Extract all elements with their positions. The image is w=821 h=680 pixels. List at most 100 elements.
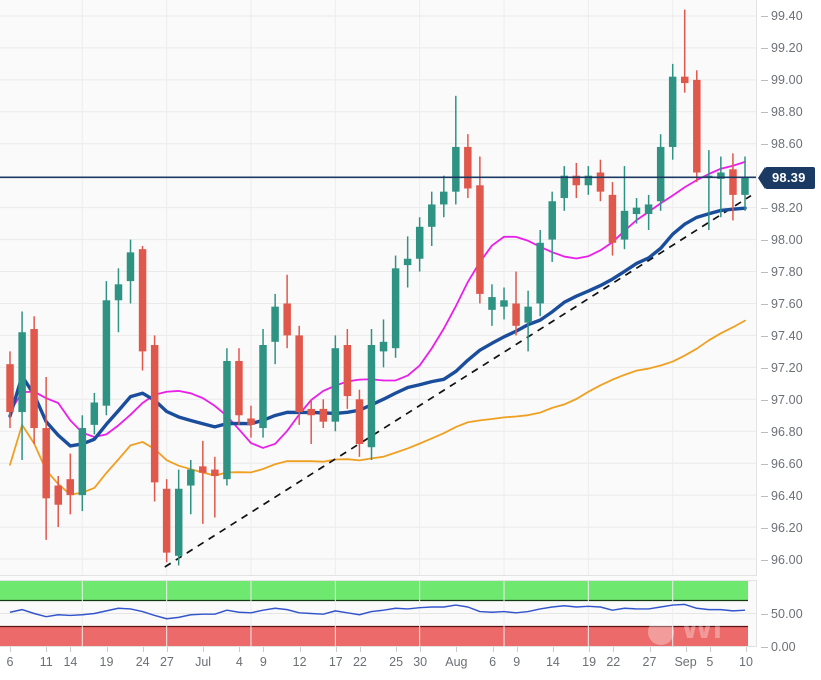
time-axis-tickmark — [263, 647, 265, 652]
price-chart-panel[interactable] — [0, 0, 757, 576]
price-axis-label: 97.00 — [771, 393, 803, 407]
price-axis-tickmark — [761, 16, 768, 17]
price-axis-tickmark — [761, 400, 768, 401]
candlestick — [512, 271, 520, 336]
candlestick — [283, 274, 291, 349]
candlestick — [30, 316, 38, 445]
price-axis-tickmark — [761, 368, 768, 369]
time-axis-label: 14 — [63, 655, 78, 669]
candlestick — [174, 469, 183, 566]
time-axis-tickmark — [359, 647, 361, 652]
candlestick — [656, 134, 665, 211]
price-axis-label: 97.80 — [771, 265, 803, 279]
candlestick — [259, 329, 267, 438]
time-axis-tickmark — [746, 647, 747, 652]
candlestick — [536, 229, 544, 317]
candlestick — [560, 166, 569, 211]
candlestick — [18, 311, 26, 460]
candlestick — [355, 389, 364, 457]
time-axis-label: 4 — [235, 655, 243, 669]
candlestick — [114, 268, 123, 333]
price-axis-tickmark — [761, 208, 768, 209]
price-axis-label: 98.60 — [771, 137, 803, 151]
candlestick — [415, 217, 424, 272]
candlestick — [500, 287, 508, 320]
time-axis-label: 5 — [706, 655, 714, 669]
candlestick — [584, 166, 593, 195]
candlestick — [572, 162, 581, 199]
price-axis-label: 96.00 — [771, 553, 803, 567]
time-axis-tickmark — [203, 647, 205, 652]
candlestick — [680, 9, 689, 93]
candlestick — [66, 453, 75, 515]
price-axis-tickmark — [761, 560, 768, 561]
time-axis-label: 6 — [489, 655, 497, 669]
time-axis-tickmark — [685, 647, 687, 652]
candlestick — [271, 293, 279, 365]
oscillator-line — [9, 603, 746, 620]
time-axis-label: 9 — [259, 655, 267, 669]
oscillator-panel[interactable] — [0, 580, 757, 647]
candlestick — [705, 150, 713, 230]
candlestick — [632, 198, 641, 224]
candlestick — [331, 335, 340, 432]
candlestick — [488, 284, 496, 326]
time-axis[interactable]: 6 11 14 19 24 27 Jul 4 9 12 17 22 25 30 Aug 6 9 14 19 22 27 S… — [0, 647, 757, 680]
price-chart-svg — [0, 0, 756, 575]
time-axis-tickmark — [166, 647, 168, 652]
time-axis-label: 9 — [513, 655, 521, 669]
candlestick — [6, 351, 14, 429]
time-axis-label: Jul — [195, 655, 212, 669]
time-axis-label: 19 — [582, 655, 597, 669]
time-axis-tickmark — [649, 647, 651, 652]
candlestick — [693, 70, 701, 183]
time-axis-label: 14 — [545, 655, 560, 669]
oscillator-axis-label: 50.00 — [771, 606, 803, 621]
time-axis-tickmark — [299, 647, 301, 652]
oscillator-axis-tickmark — [761, 613, 768, 615]
price-axis-label: 97.60 — [771, 297, 803, 311]
overbought-band — [0, 581, 749, 601]
price-axis-tickmark — [761, 240, 768, 241]
price-axis-label: 97.40 — [771, 329, 803, 343]
candlestick — [42, 376, 50, 540]
time-axis-tickmark — [396, 647, 398, 652]
candlestick — [367, 329, 376, 460]
price-axis-label: 98.80 — [771, 105, 803, 119]
price-axis-label: 98.00 — [771, 233, 803, 247]
time-axis-tickmark — [589, 647, 591, 652]
time-axis-label: 27 — [159, 655, 174, 669]
time-axis-tickmark — [709, 647, 711, 652]
price-axis-tickmark — [761, 528, 768, 529]
price-axis-label: 99.00 — [771, 73, 803, 87]
time-axis-tickmark — [10, 647, 11, 652]
candlestick — [78, 415, 87, 512]
price-axis-label: 99.40 — [771, 9, 803, 23]
price-axis-label: 97.20 — [771, 361, 803, 375]
time-axis-tickmark — [46, 647, 48, 652]
price-axis-label: 98.20 — [771, 201, 803, 215]
price-axis-tickmark — [761, 304, 768, 305]
price-axis-tickmark — [761, 48, 768, 49]
candlestick — [428, 191, 436, 246]
price-axis-label: 99.20 — [771, 41, 803, 55]
time-axis-tickmark — [239, 647, 241, 652]
candlestick — [452, 95, 460, 205]
price-axis-label: 96.40 — [771, 489, 803, 503]
price-axis-tickmark — [761, 272, 768, 273]
candlestick — [440, 175, 448, 218]
candlestick — [90, 392, 99, 435]
oscillator-axis-label: 0.00 — [771, 640, 796, 654]
time-axis-label: 30 — [413, 655, 428, 669]
price-axis[interactable]: 99.40 99.20 99.00 98.80 98.60 98.20 98.00 97.80… — [757, 0, 821, 680]
candlestick — [211, 456, 219, 518]
time-axis-label: 19 — [99, 655, 114, 669]
candlestick — [741, 156, 749, 211]
time-axis-label: 22 — [352, 655, 367, 669]
time-axis-tickmark — [492, 647, 494, 652]
oscillator-svg — [0, 581, 756, 646]
price-axis-tickmark — [761, 336, 768, 337]
candlestick — [464, 134, 472, 199]
price-axis-tickmark — [761, 496, 768, 497]
time-axis-tickmark — [106, 647, 108, 652]
